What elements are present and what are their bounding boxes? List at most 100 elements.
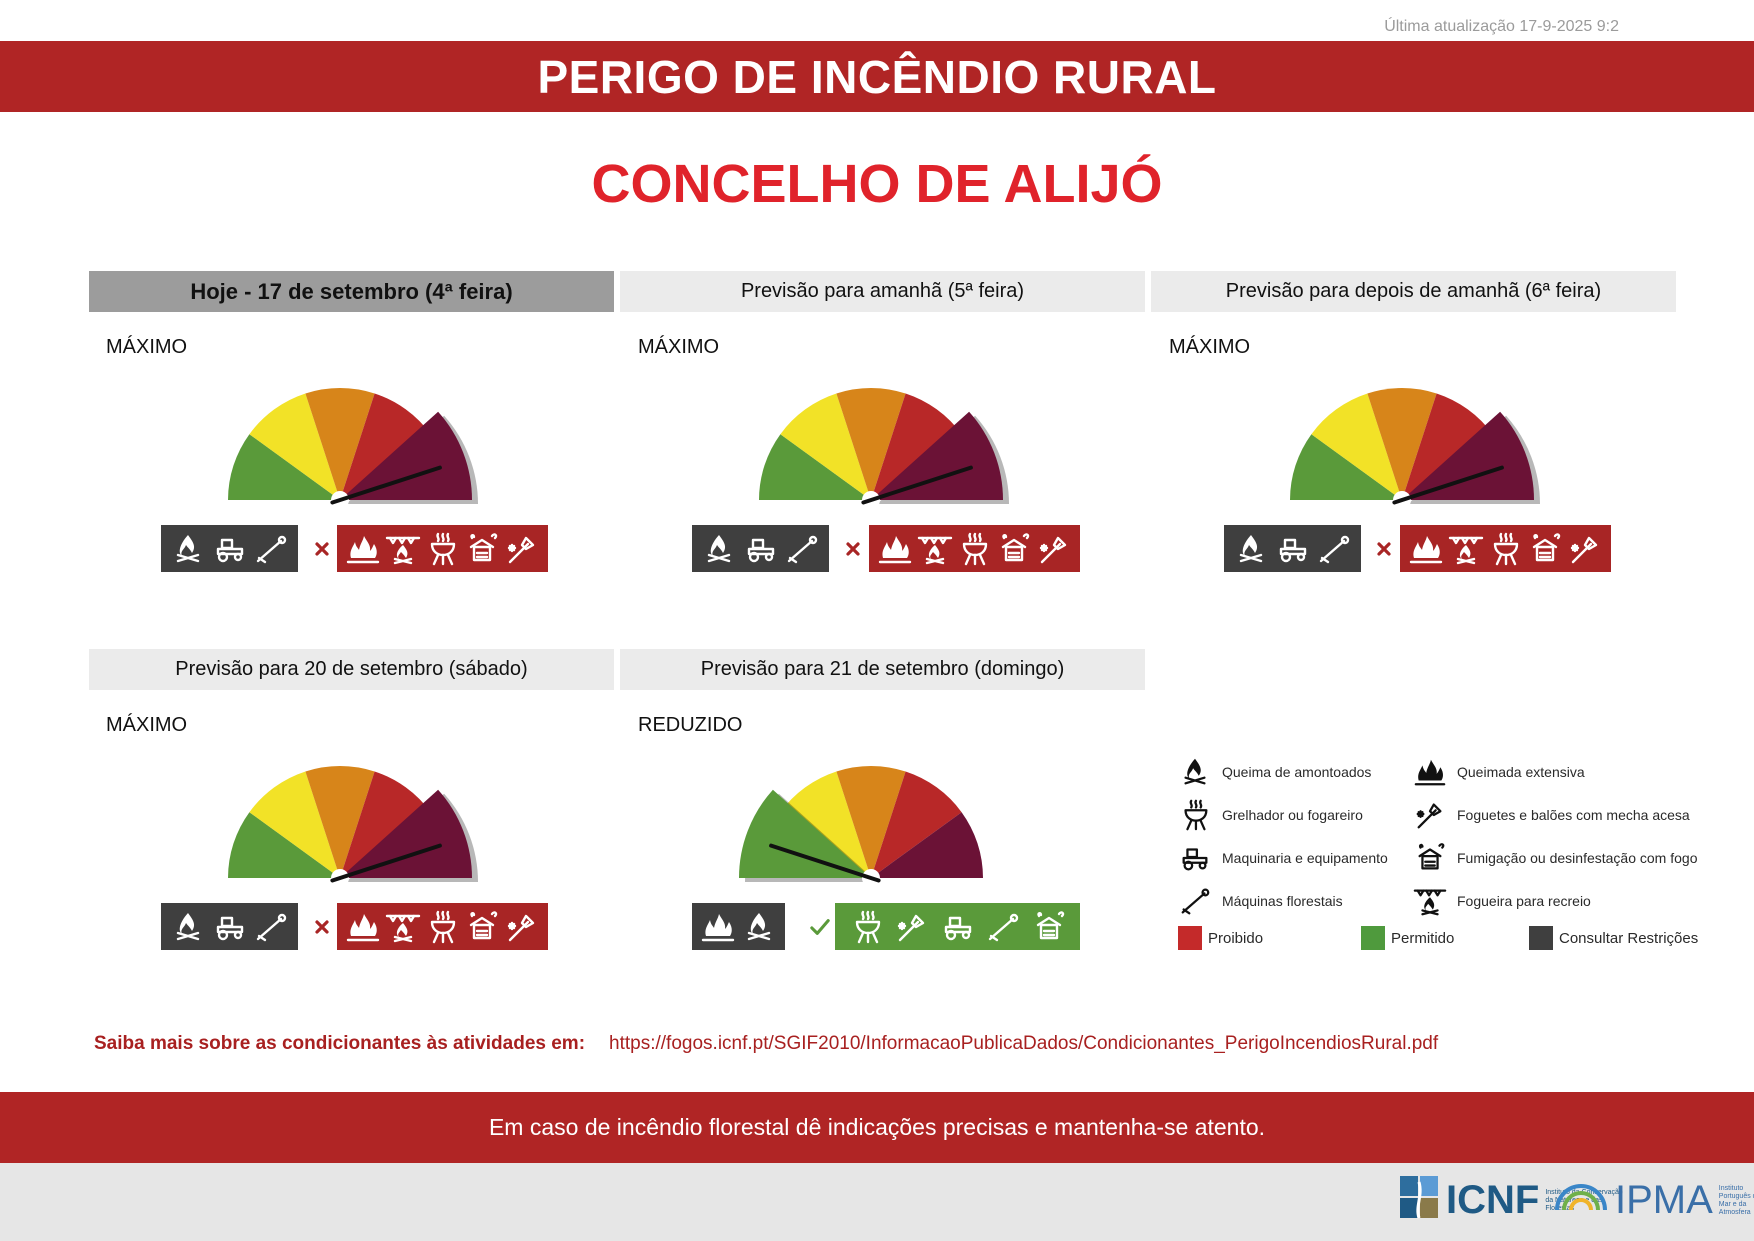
legend-swatch-permitido: Permitido bbox=[1361, 926, 1454, 950]
gauge-segment-elevado bbox=[1367, 388, 1437, 500]
maquinas-florestais-icon bbox=[1178, 884, 1212, 918]
page-title: PERIGO DE INCÊNDIO RURAL bbox=[537, 50, 1217, 103]
legend-label: Fumigação ou desinfestação com fogo bbox=[1457, 850, 1698, 866]
queimada-extensiva-icon bbox=[1408, 531, 1444, 567]
maquinaria-icon bbox=[1275, 531, 1311, 567]
fumigacao-icon bbox=[464, 531, 500, 567]
fumigacao-icon bbox=[1413, 841, 1447, 875]
swatch bbox=[1529, 926, 1553, 950]
queimada-extensiva-icon bbox=[1413, 755, 1447, 789]
gauge-segment-máximo bbox=[871, 812, 983, 878]
danger-level-label: MÁXIMO bbox=[1169, 336, 1251, 358]
icnf-logo-name: ICNF bbox=[1446, 1178, 1540, 1222]
gauge-segment-máximo bbox=[1402, 411, 1534, 500]
foguetes-icon bbox=[504, 531, 540, 567]
gauge-segment-muito-elevado bbox=[340, 771, 431, 878]
queima-amontoados-icon bbox=[1178, 755, 1212, 789]
fogueira-recreio-icon bbox=[385, 909, 421, 945]
legend-swatch-proibido: Proibido bbox=[1178, 926, 1263, 950]
swatch-label: Consultar Restrições bbox=[1559, 929, 1699, 947]
gauge-segment-máximo bbox=[871, 411, 1003, 500]
gauge-segment-moderado bbox=[780, 393, 871, 500]
grelhador-icon bbox=[424, 909, 460, 945]
prohibited-x-icon bbox=[312, 903, 332, 950]
gauge-segment-moderado bbox=[249, 393, 340, 500]
legend-item: Queima de amontoados bbox=[1178, 755, 1371, 789]
grelhador-icon bbox=[1178, 798, 1212, 832]
foguetes-icon bbox=[894, 909, 930, 945]
gauge-segment-muito-elevado bbox=[1402, 393, 1493, 500]
ipma-logo-mark bbox=[1553, 1176, 1609, 1225]
grelhador-icon bbox=[1487, 531, 1523, 567]
legend-label: Máquinas florestais bbox=[1222, 893, 1343, 909]
gauge-segment-reduzido bbox=[739, 789, 871, 878]
gauge-segment-elevado bbox=[836, 766, 906, 878]
gauge-segment-reduzido bbox=[759, 434, 871, 500]
day-header-today: Hoje - 17 de setembro (4ª feira) bbox=[89, 271, 614, 312]
fogueira-recreio-icon bbox=[917, 531, 953, 567]
maquinaria-icon bbox=[212, 909, 248, 945]
maquinaria-icon bbox=[212, 531, 248, 567]
danger-gauge bbox=[721, 350, 1041, 510]
gauge-segment-moderado bbox=[1311, 393, 1402, 500]
gauge-needle bbox=[330, 843, 442, 883]
municipality-title: CONCELHO DE ALIJÓ bbox=[591, 154, 1163, 214]
foguetes-icon bbox=[504, 909, 540, 945]
queimada-extensiva-icon bbox=[345, 909, 381, 945]
maquinas-florestais-icon bbox=[253, 909, 289, 945]
grelhador-icon bbox=[424, 531, 460, 567]
foguetes-icon bbox=[1036, 531, 1072, 567]
ipma-logo: IPMA Instituto Português do Mar e da Atm… bbox=[1553, 1176, 1754, 1225]
legend-label: Queimada extensiva bbox=[1457, 764, 1585, 780]
conditions-link[interactable]: https://fogos.icnf.pt/SGIF2010/Informaca… bbox=[609, 1033, 1439, 1054]
prohibited-x-icon bbox=[843, 525, 863, 572]
queima-amontoados-icon bbox=[741, 909, 777, 945]
queima-amontoados-icon bbox=[701, 531, 737, 567]
danger-level-label: MÁXIMO bbox=[106, 714, 188, 736]
footer: ICNF Instituto da Conservação da Naturez… bbox=[0, 1163, 1754, 1241]
ipma-logo-subtitle: Instituto Português do Mar e da Atmosfer… bbox=[1718, 1184, 1754, 1216]
foguetes-icon bbox=[1567, 531, 1603, 567]
gauge-segment-elevado bbox=[305, 388, 375, 500]
danger-gauge bbox=[1252, 350, 1572, 510]
maquinas-florestais-icon bbox=[253, 531, 289, 567]
ipma-logo-name: IPMA bbox=[1615, 1178, 1713, 1222]
day-header-day-after: Previsão para depois de amanhã (6ª feira… bbox=[1151, 271, 1676, 312]
maquinaria-icon bbox=[940, 909, 976, 945]
legend-label: Maquinaria e equipamento bbox=[1222, 850, 1388, 866]
day-header-sun: Previsão para 21 de setembro (domingo) bbox=[620, 649, 1145, 690]
consult-activities-box bbox=[161, 525, 298, 572]
legend-label: Fogueira para recreio bbox=[1457, 893, 1591, 909]
info-lead: Saiba mais sobre as condicionantes às at… bbox=[94, 1033, 586, 1054]
legend-label: Foguetes e balões com mecha acesa bbox=[1457, 807, 1690, 823]
prohibited-x-icon bbox=[1374, 525, 1394, 572]
info-line: Saiba mais sobre as condicionantes às at… bbox=[94, 1033, 1438, 1055]
maquinas-florestais-icon bbox=[784, 531, 820, 567]
gauge-segment-muito-elevado bbox=[871, 393, 962, 500]
gauge-segment-reduzido bbox=[228, 812, 340, 878]
title-bar: PERIGO DE INCÊNDIO RURAL bbox=[0, 41, 1754, 112]
gauge-needle bbox=[1392, 465, 1504, 505]
queimada-extensiva-icon bbox=[700, 909, 736, 945]
foguetes-icon bbox=[1413, 798, 1447, 832]
consult-activities-box bbox=[161, 903, 298, 950]
gauge-needle bbox=[330, 465, 442, 505]
swatch bbox=[1361, 926, 1385, 950]
fumigacao-icon bbox=[1031, 909, 1067, 945]
swatch-label: Permitido bbox=[1391, 929, 1455, 947]
permitted-check-icon bbox=[810, 903, 830, 950]
legend-item: Grelhador ou fogareiro bbox=[1178, 798, 1363, 832]
day-header-sat: Previsão para 20 de setembro (sábado) bbox=[89, 649, 614, 690]
legend-item: Máquinas florestais bbox=[1178, 884, 1343, 918]
gauge-segment-elevado bbox=[305, 766, 375, 878]
danger-gauge bbox=[190, 728, 510, 888]
gauge-segment-elevado bbox=[836, 388, 906, 500]
maquinas-florestais-icon bbox=[1316, 531, 1352, 567]
danger-gauge bbox=[190, 350, 510, 510]
gauge-segment-máximo bbox=[340, 789, 472, 878]
maquinas-florestais-icon bbox=[985, 909, 1021, 945]
danger-level-label: MÁXIMO bbox=[638, 336, 720, 358]
gauge-segment-muito-elevado bbox=[340, 393, 431, 500]
legend-item: Fumigação ou desinfestação com fogo bbox=[1413, 841, 1697, 875]
